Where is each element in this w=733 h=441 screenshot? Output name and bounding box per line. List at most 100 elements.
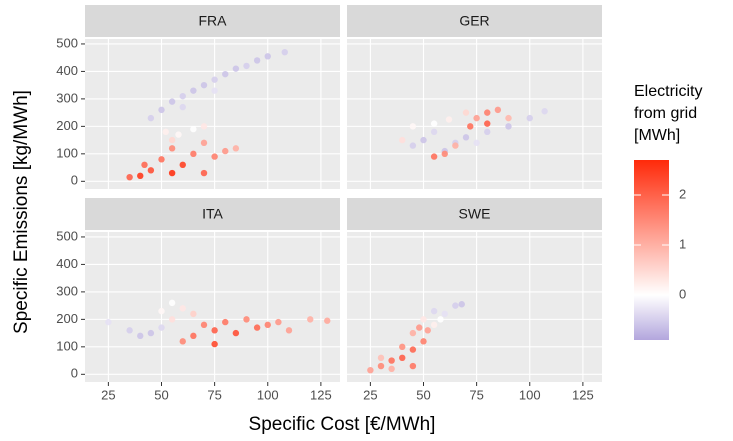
y-tick-label: 300 [56, 283, 78, 298]
point [179, 161, 186, 169]
point [484, 120, 491, 127]
point [452, 302, 459, 309]
point [141, 161, 148, 169]
point [179, 92, 186, 100]
point [158, 106, 165, 114]
point [281, 48, 288, 56]
point [399, 354, 406, 362]
point [211, 340, 218, 348]
point [409, 329, 417, 337]
point [253, 57, 261, 64]
point [430, 153, 438, 160]
point [232, 145, 240, 152]
legend-tick-label: 2 [679, 186, 686, 201]
panel [85, 232, 340, 382]
point [473, 114, 480, 122]
point [147, 329, 155, 337]
point [445, 116, 453, 123]
y-tick-label: 400 [56, 63, 78, 78]
point [200, 169, 208, 177]
point [168, 316, 176, 323]
point [264, 53, 271, 60]
point [505, 123, 512, 130]
point [409, 142, 417, 149]
point [430, 307, 438, 315]
point [285, 327, 293, 334]
legend-title: Electricity [634, 83, 702, 100]
point [377, 354, 385, 362]
x-axis-title: Specific Cost [€/MWh] [249, 414, 436, 435]
point [190, 150, 197, 158]
x-tick-label: 125 [310, 387, 332, 402]
point [441, 310, 448, 318]
point [420, 316, 427, 323]
point [190, 125, 197, 133]
point [494, 106, 502, 114]
x-tick-label: 25 [101, 387, 115, 402]
point [179, 305, 186, 312]
point [399, 343, 406, 351]
point [424, 327, 431, 334]
strip [347, 5, 602, 37]
point [190, 332, 197, 340]
point [462, 134, 470, 141]
panel [85, 39, 340, 189]
y-tick-label: 500 [56, 35, 78, 50]
point [137, 172, 144, 180]
point [275, 318, 282, 326]
point [190, 87, 197, 94]
point [307, 316, 314, 323]
legend-tick-label: 1 [679, 236, 686, 251]
colorbar [634, 160, 669, 340]
x-tick-label: 25 [363, 387, 377, 402]
point [179, 103, 186, 111]
legend-tick-label: 0 [679, 286, 686, 301]
strip-label: FRA [199, 13, 228, 29]
x-tick-label: 100 [519, 387, 541, 402]
point [200, 123, 208, 130]
point [175, 131, 182, 138]
strip [85, 198, 340, 230]
point [467, 123, 474, 130]
legend-title: [MWh] [634, 127, 680, 144]
point [253, 324, 261, 331]
point [409, 346, 417, 353]
point [473, 139, 480, 147]
point [179, 338, 186, 345]
y-tick-label: 0 [71, 173, 78, 188]
point [158, 307, 165, 315]
point [484, 109, 491, 116]
point [430, 321, 438, 329]
panel [347, 232, 602, 382]
x-tick-label: 75 [207, 387, 221, 402]
point [168, 98, 176, 105]
point [211, 76, 218, 83]
point [420, 136, 427, 144]
point [243, 316, 250, 323]
point [147, 167, 155, 174]
point [367, 366, 374, 374]
point [462, 109, 470, 116]
point [126, 173, 133, 181]
point [377, 362, 385, 370]
point [399, 136, 406, 144]
y-tick-label: 400 [56, 256, 78, 271]
x-tick-label: 50 [416, 387, 430, 402]
point [168, 145, 176, 152]
point [409, 362, 417, 370]
panel [347, 39, 602, 189]
point [168, 299, 176, 307]
strip [85, 5, 340, 37]
point [168, 136, 176, 144]
legend-title: from grid [634, 105, 697, 122]
point [437, 316, 444, 323]
point [430, 120, 438, 127]
point [458, 301, 465, 308]
point [541, 108, 548, 115]
point [264, 321, 271, 329]
point [324, 317, 331, 324]
point [162, 128, 169, 136]
point [388, 357, 395, 364]
point [232, 329, 240, 337]
